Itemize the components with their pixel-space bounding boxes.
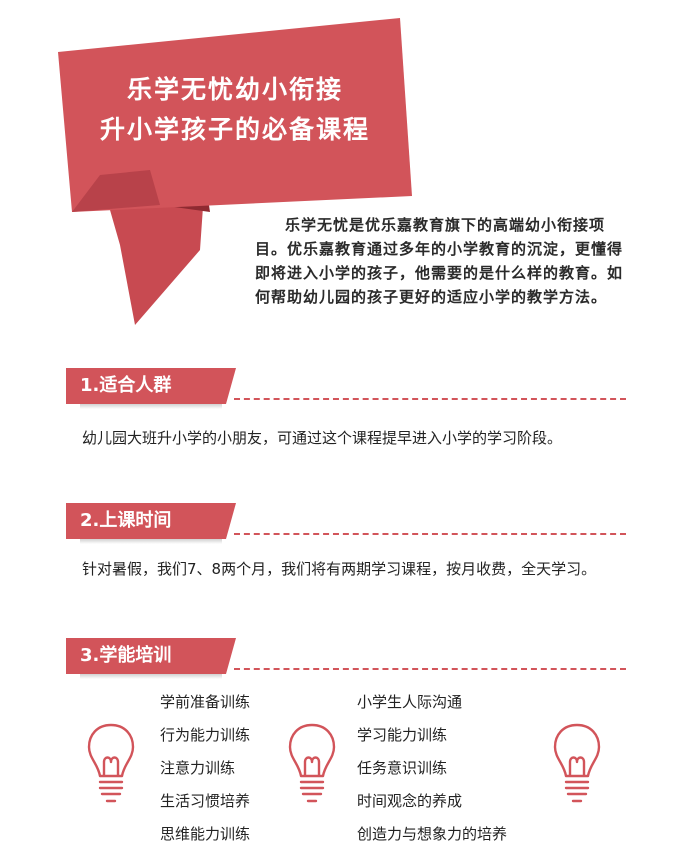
list-item: 生活习惯培养	[160, 792, 251, 810]
lightbulb-icon	[87, 723, 135, 803]
list-item: 思维能力训练	[160, 825, 251, 843]
list-item: 注意力训练	[160, 759, 236, 777]
section-1-divider	[234, 398, 626, 400]
banner-title: 乐学无忧幼小衔接 升小学孩子的必备课程	[75, 70, 395, 150]
section-1-text: 幼儿园大班升小学的小朋友，可通过这个课程提早进入小学的学习阶段。	[82, 429, 563, 447]
section-2-text: 针对暑假，我们7、8两个月，我们将有两期学习课程，按月收费，全天学习。	[82, 560, 597, 578]
section-3-header: 3.学能培训	[66, 638, 626, 679]
training-list-right: 小学生人际沟通 学习能力训练 任务意识训练 时间观念的养成 创造力与想象力的培养	[357, 686, 507, 851]
lightbulb-icon	[288, 723, 336, 803]
list-item: 小学生人际沟通	[357, 693, 463, 711]
section-2-header: 2.上课时间	[66, 503, 626, 544]
banner-ribbon	[58, 18, 412, 325]
section-1-title: 1.适合人群	[66, 368, 236, 409]
list-item: 学习能力训练	[357, 726, 448, 744]
intro-paragraph: 乐学无忧是优乐嘉教育旗下的高端幼小衔接项目。优乐嘉教育通过多年的小学教育的沉淀，…	[255, 216, 624, 306]
section-3-title: 3.学能培训	[66, 638, 236, 679]
list-item: 任务意识训练	[357, 759, 448, 777]
list-item: 创造力与想象力的培养	[357, 825, 508, 843]
lightbulb-icon	[553, 723, 601, 803]
banner-title-line-1: 乐学无忧幼小衔接	[126, 75, 343, 104]
list-item: 行为能力训练	[160, 726, 251, 744]
section-3-divider	[234, 668, 626, 670]
banner-title-line-2: 升小学孩子的必备课程	[99, 115, 370, 144]
list-item: 学前准备训练	[160, 693, 251, 711]
section-2-title: 2.上课时间	[66, 503, 236, 544]
section-1-header: 1.适合人群	[66, 368, 626, 409]
section-2-divider	[234, 533, 626, 535]
training-list-left: 学前准备训练 行为能力训练 注意力训练 生活习惯培养 思维能力训练	[160, 686, 250, 851]
list-item: 时间观念的养成	[357, 792, 463, 810]
